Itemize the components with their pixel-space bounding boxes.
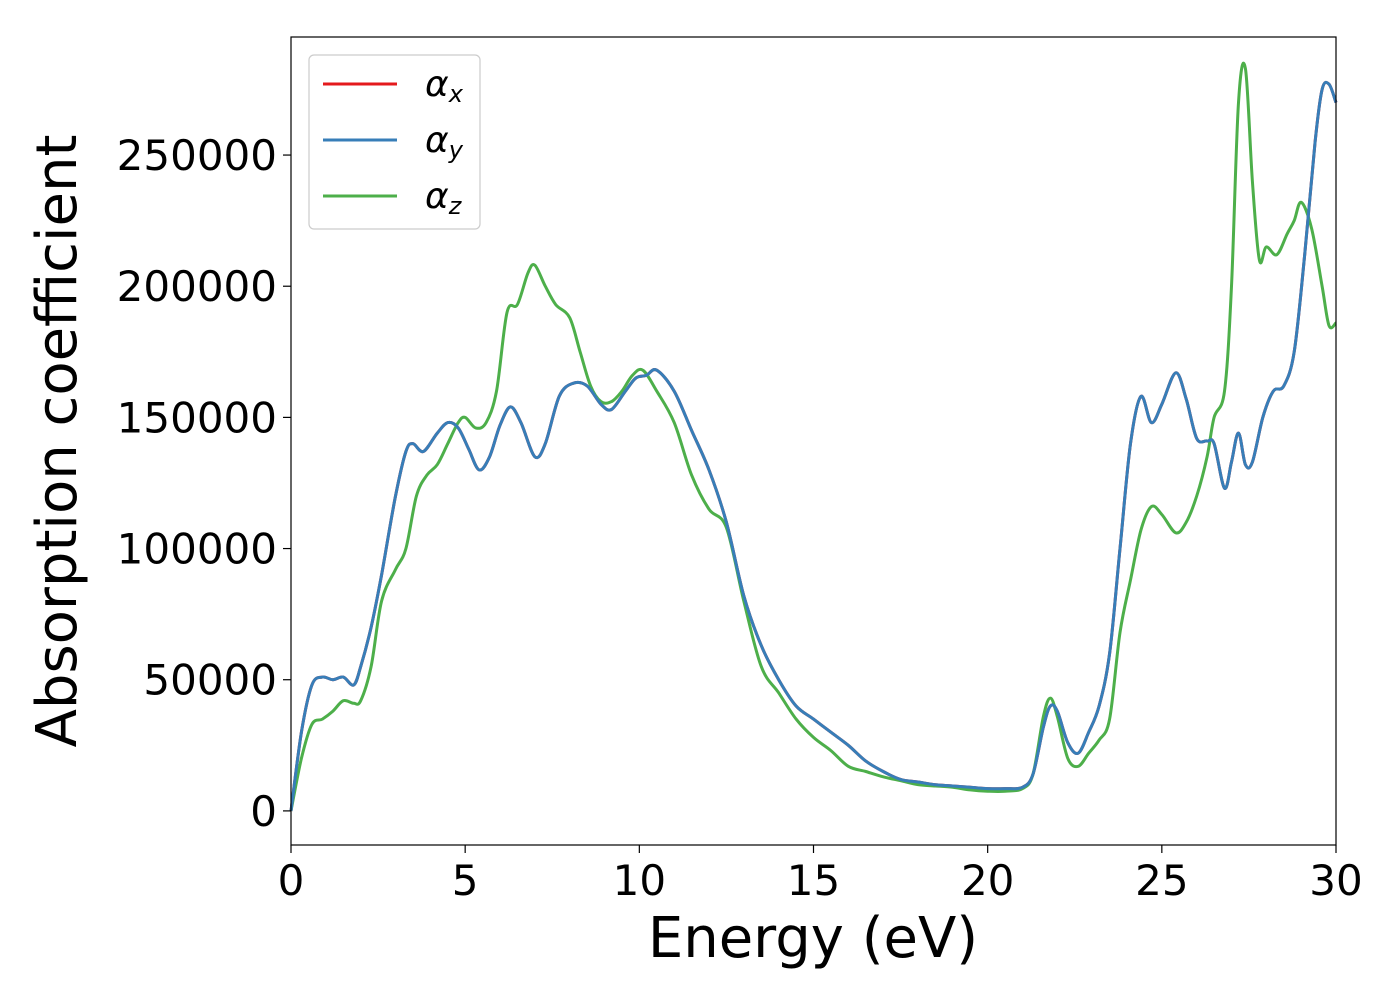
plot-lines (289, 61, 1338, 812)
y-tick-label: 250000 (117, 131, 277, 180)
x-axis-title: Energy (eV) (648, 906, 978, 971)
x-tick-label: 15 (787, 856, 840, 905)
legend-label-z: αz (425, 176, 463, 220)
y-tick-label: 0 (250, 787, 277, 836)
y-tick-label: 150000 (117, 393, 277, 442)
x-tick-label: 10 (613, 856, 666, 905)
x-tick-label: 0 (278, 856, 305, 905)
series-line-y (289, 80, 1338, 812)
x-tick-label: 20 (961, 856, 1014, 905)
y-tick-label: 200000 (117, 262, 277, 311)
y-axis-title: Absorption coefficient (25, 135, 90, 748)
legend-label-x: αx (425, 64, 464, 108)
x-axis: 0 5 10 15 20 25 30 (278, 845, 1363, 905)
legend-label-y: αy (425, 120, 464, 164)
y-axis: 0 50000 100000 150000 200000 250000 (117, 131, 291, 836)
y-tick-label: 100000 (117, 525, 277, 574)
x-tick-label: 30 (1309, 856, 1362, 905)
y-tick-label: 50000 (143, 656, 277, 705)
legend-box (308, 54, 481, 230)
x-tick-label: 5 (452, 856, 479, 905)
legend: αx αy αz (308, 54, 481, 230)
series-line-z (289, 61, 1338, 812)
x-tick-label: 25 (1135, 856, 1188, 905)
